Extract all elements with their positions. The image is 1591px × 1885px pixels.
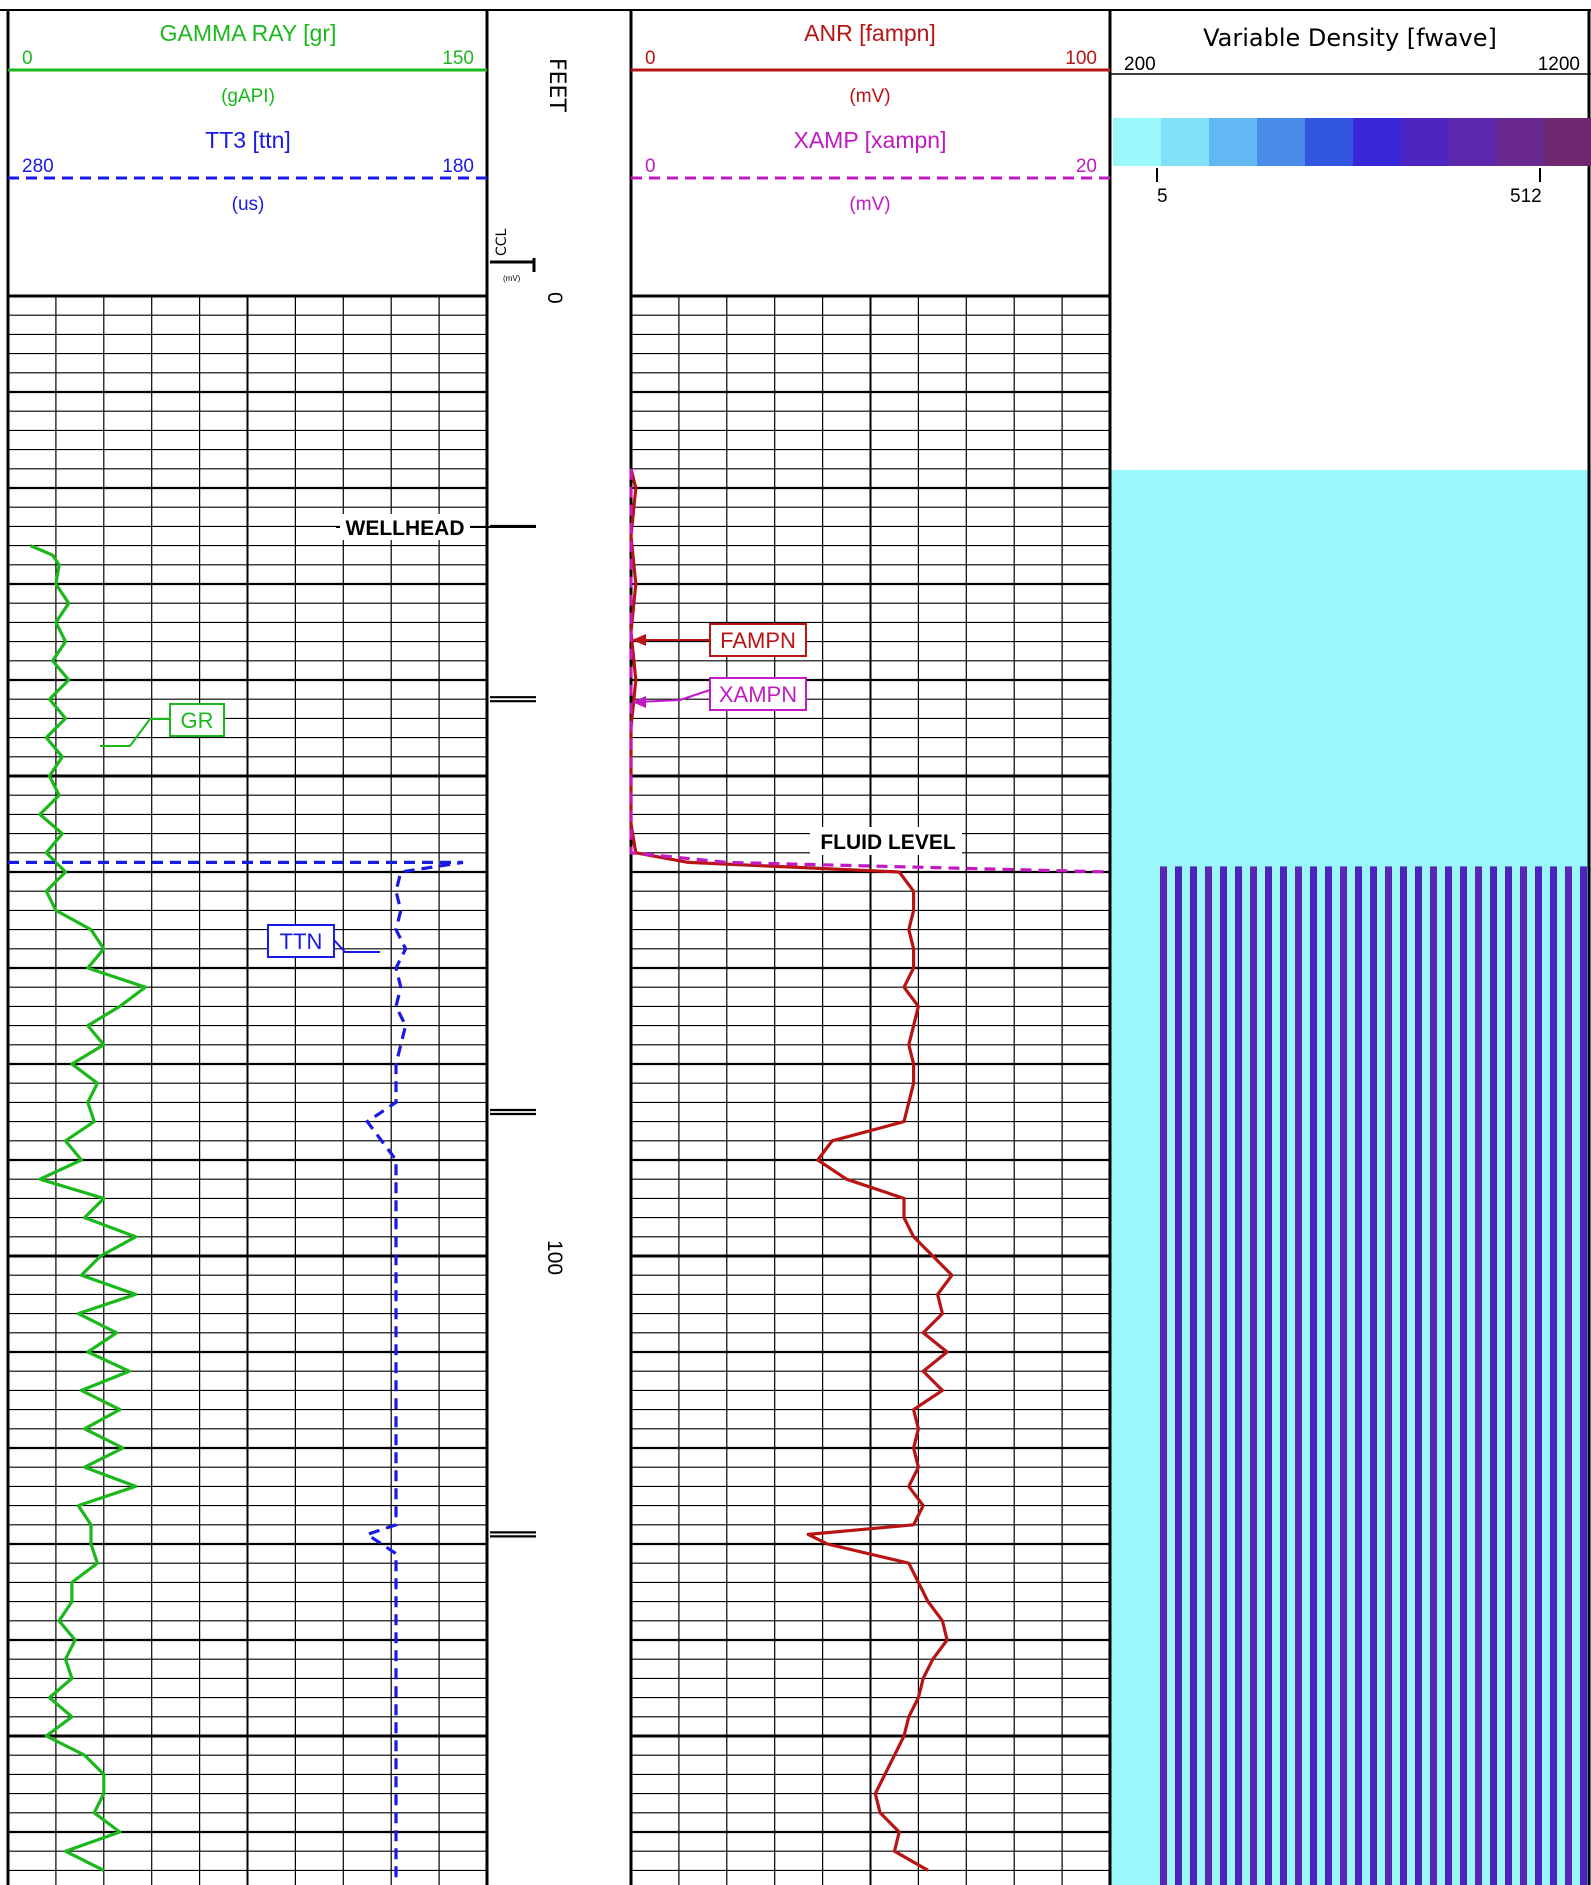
tag-xampn-label: XAMPN (719, 682, 797, 707)
vdl-palette-swatch (1497, 118, 1545, 166)
ccl-label: CCL (494, 228, 510, 256)
vdl-stripe (1220, 866, 1227, 1885)
vdl-palette-swatch (1209, 118, 1257, 166)
vdl-stripe (1415, 866, 1422, 1885)
ttn-title: TT3 [ttn] (205, 127, 291, 153)
gr-scale-min: 0 (22, 48, 33, 69)
vdl-stripe (1235, 866, 1242, 1885)
ttn-scale-max: 180 (442, 156, 474, 177)
wellhead-annotation: WELLHEAD (336, 514, 536, 540)
vdl-palette-swatch (1401, 118, 1449, 166)
vdl-stripe (1490, 866, 1497, 1885)
vdl-stripe (1340, 866, 1347, 1885)
vdl-stripe (1580, 866, 1587, 1885)
vdl-stripe (1325, 866, 1332, 1885)
ccl-indicator: CCL (mV) (490, 228, 536, 283)
ttn-unit: (us) (232, 194, 265, 215)
vdl-stripes (1160, 866, 1587, 1885)
vdl-stripe (1430, 866, 1437, 1885)
vdl-stripe (1565, 866, 1572, 1885)
vdl-palette-swatch (1161, 118, 1209, 166)
xamp-scale-min: 0 (645, 156, 656, 177)
wellhead-label: WELLHEAD (346, 517, 465, 540)
track1-grid (8, 296, 487, 1885)
vdl-stripe (1355, 866, 1362, 1885)
vdl-palette-swatch (1545, 118, 1591, 166)
gr-curve (29, 544, 147, 1872)
vdl-stripe (1550, 866, 1557, 1885)
depth-unit-label: FEET (544, 58, 569, 112)
xamp-title: XAMP [xampn] (794, 127, 947, 153)
vdl-stripe (1175, 866, 1182, 1885)
vdl-stripe (1205, 866, 1212, 1885)
header-frame (0, 9, 1591, 1885)
vdl-palette-swatch (1113, 118, 1161, 166)
vdl-palette-swatch (1449, 118, 1497, 166)
vdl-scale-max: 512 (1510, 186, 1542, 207)
xamp-unit: (mV) (849, 194, 890, 215)
tag-fampn-label: FAMPN (720, 628, 796, 653)
tag-gr: GR (100, 703, 225, 747)
vdl-stripe (1250, 866, 1257, 1885)
ttn-curve (8, 860, 464, 1880)
depth-tick-0: 0 (543, 292, 566, 304)
vdl-stripe (1310, 866, 1317, 1885)
vdl-stripe (1460, 866, 1467, 1885)
tag-ttn: TTN (267, 924, 380, 958)
xampn-curve (629, 468, 1111, 874)
tag-fampn: FAMPN (632, 623, 807, 657)
anr-unit: (mV) (849, 86, 890, 107)
vdl-stripe (1160, 866, 1167, 1885)
vdl-stripe (1190, 866, 1197, 1885)
vdl-palette-swatch (1353, 118, 1401, 166)
vdl-stripe (1400, 866, 1407, 1885)
vdl-time-min: 200 (1124, 54, 1156, 75)
anr-curve (629, 468, 954, 1872)
tag-ttn-label: TTN (280, 929, 323, 954)
fluid-level-label: FLUID LEVEL (820, 831, 956, 854)
tag-xampn: XAMPN (632, 677, 807, 711)
xamp-scale-max: 20 (1076, 156, 1097, 177)
depth-tick-100: 100 (543, 1240, 566, 1275)
tag-gr-label: GR (181, 708, 214, 733)
vdl-stripe (1265, 866, 1272, 1885)
curves (8, 468, 1111, 1880)
vdl-palette-swatch (1257, 118, 1305, 166)
ttn-scale-min: 280 (22, 156, 54, 177)
vdl-time-max: 1200 (1538, 54, 1580, 75)
vdl-stripe (1280, 866, 1287, 1885)
ccl-unit: (mV) (503, 274, 521, 283)
vdl-stripe (1385, 866, 1392, 1885)
vdl-palette-swatch (1305, 118, 1353, 166)
vdl-stripe (1505, 866, 1512, 1885)
anr-title: ANR [fampn] (804, 20, 936, 46)
vdl-stripe (1445, 866, 1452, 1885)
vdl-stripe (1370, 866, 1377, 1885)
gr-title: GAMMA RAY [gr] (160, 20, 337, 46)
vdl-stripe (1475, 866, 1482, 1885)
vdl-color-scale (1113, 118, 1591, 166)
gr-unit: (gAPI) (221, 86, 275, 107)
vdl-scale-min: 5 (1157, 186, 1168, 207)
gr-scale-max: 150 (442, 48, 474, 69)
vdl-stripe (1520, 866, 1527, 1885)
vdl-stripe (1295, 866, 1302, 1885)
anr-scale-min: 0 (645, 48, 656, 69)
fluid-level-annotation: FLUID LEVEL (810, 827, 962, 855)
vdl-background (1111, 470, 1591, 1885)
vdl-title: Variable Density [fwave] (1203, 24, 1497, 52)
vdl-stripe (1535, 866, 1542, 1885)
anr-scale-max: 100 (1065, 48, 1097, 69)
